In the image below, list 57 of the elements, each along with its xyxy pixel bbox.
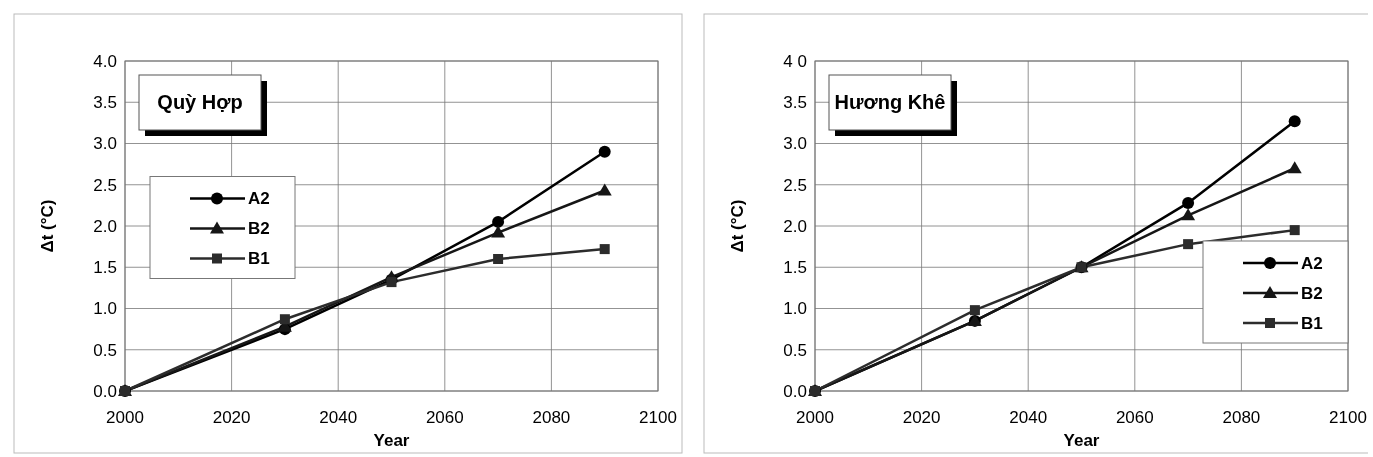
point xyxy=(598,145,611,158)
x-tick-label: 2080 xyxy=(532,408,571,427)
legend-label: B1 xyxy=(1301,313,1323,333)
y-tick-label: 1.5 xyxy=(93,258,117,278)
y-tick-label: 0.5 xyxy=(93,340,117,360)
y-tick-label: 3.0 xyxy=(783,134,807,154)
y-tick-label: 4.0 xyxy=(93,51,117,71)
x-tick-label: 2060 xyxy=(425,408,464,427)
y-tick-label: 2.5 xyxy=(93,175,117,195)
point xyxy=(492,215,505,228)
y-tick-label: 1.5 xyxy=(783,258,807,278)
point xyxy=(1181,208,1196,221)
x-tick-label: 2020 xyxy=(212,408,251,427)
point xyxy=(1183,239,1194,250)
point xyxy=(597,183,612,196)
y-tick-label: 2.0 xyxy=(783,216,807,236)
text: Hương Khê xyxy=(834,91,946,113)
y-tick-label: 2.5 xyxy=(783,175,807,195)
point xyxy=(1182,196,1195,209)
point xyxy=(1289,225,1300,236)
x-tick-label: 2060 xyxy=(1115,408,1154,427)
y-axis-title: Δt (°C) xyxy=(728,199,747,253)
y-tick-label: 1.0 xyxy=(93,299,117,319)
point xyxy=(491,225,506,238)
x-tick-label: 2000 xyxy=(796,408,834,427)
legend-label: B1 xyxy=(248,249,270,269)
y-tick-label: 3.0 xyxy=(93,134,117,154)
y-axis-title: Δt (°C) xyxy=(38,199,57,253)
y-tick-label: 0.0 xyxy=(783,381,807,401)
point xyxy=(969,305,980,316)
y-tick-label: 2.0 xyxy=(93,216,117,236)
legend-label: B2 xyxy=(248,219,270,239)
x-tick-label: 2040 xyxy=(319,408,358,427)
x-tick-label: 2020 xyxy=(902,408,941,427)
x-tick-label: 2080 xyxy=(1222,408,1261,427)
y-tick-label: 0.0 xyxy=(93,381,117,401)
point xyxy=(599,244,610,255)
y-tick-label: 3.5 xyxy=(93,93,117,113)
x-tick-label: 2000 xyxy=(106,408,144,427)
x-tick-label: 2100 xyxy=(639,408,677,427)
point xyxy=(386,277,397,288)
text: Quỳ Hợp xyxy=(157,91,243,113)
point xyxy=(1288,115,1301,128)
legend-label: A2 xyxy=(1301,253,1323,273)
x-axis-title: Year xyxy=(373,431,410,450)
x-tick-label: 2040 xyxy=(1009,408,1048,427)
point xyxy=(279,314,290,325)
y-tick-label: 3.5 xyxy=(783,93,807,113)
y-tick-label: 1.0 xyxy=(783,299,807,319)
point xyxy=(493,254,504,264)
x-axis-title: Year xyxy=(1063,431,1100,450)
x-tick-label: 2100 xyxy=(1329,408,1367,427)
legend-label: A2 xyxy=(248,189,270,209)
legend-label: B2 xyxy=(1301,283,1323,303)
point xyxy=(1287,161,1302,174)
y-tick-label: 0.5 xyxy=(783,340,807,360)
y-tick-label: 4 0 xyxy=(783,51,807,71)
